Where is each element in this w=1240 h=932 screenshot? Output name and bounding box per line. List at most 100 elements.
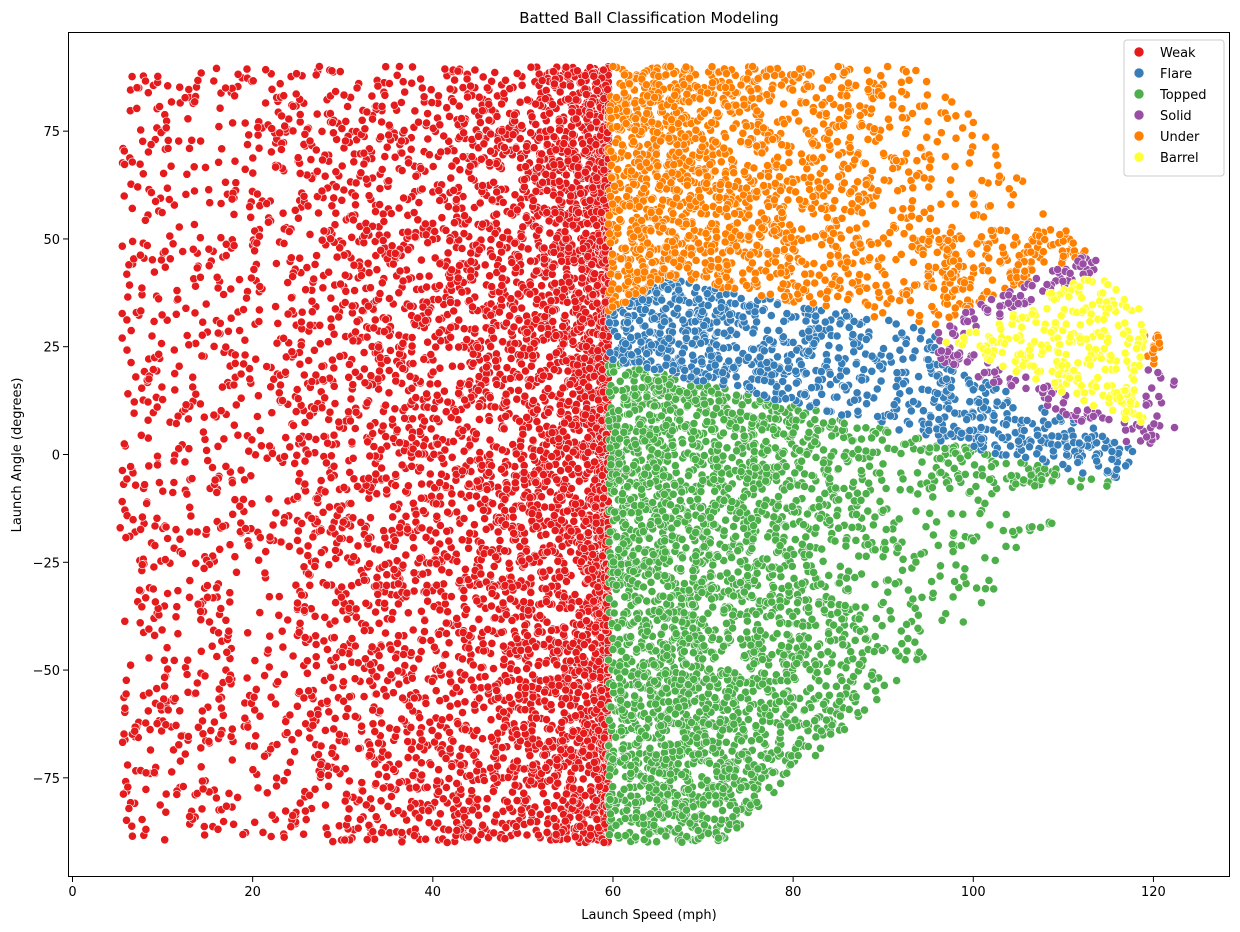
data-point-weak xyxy=(274,610,284,620)
data-point-weak xyxy=(521,162,530,172)
data-point-weak xyxy=(173,411,183,421)
data-point-weak xyxy=(175,82,185,92)
data-point-weak xyxy=(215,103,225,113)
data-point-weak xyxy=(117,333,127,343)
data-point-weak xyxy=(452,507,462,517)
data-point-weak xyxy=(553,556,563,566)
data-point-weak xyxy=(197,351,207,361)
data-point-weak xyxy=(403,737,413,746)
data-point-weak xyxy=(408,625,418,635)
data-point-weak xyxy=(399,193,408,203)
data-point-weak xyxy=(400,87,410,97)
data-point-weak xyxy=(365,676,375,686)
data-point-weak xyxy=(569,681,579,690)
data-point-weak xyxy=(532,405,542,415)
data-point-weak xyxy=(212,272,222,282)
data-point-weak xyxy=(144,688,154,698)
data-point-weak xyxy=(441,407,451,417)
data-point-weak xyxy=(531,478,541,487)
data-point-weak xyxy=(419,441,428,451)
data-point-weak xyxy=(418,636,428,645)
data-point-weak xyxy=(382,355,392,365)
data-point-weak xyxy=(283,615,293,625)
data-point-weak xyxy=(370,759,380,769)
data-point-weak xyxy=(272,773,281,783)
data-point-weak xyxy=(155,800,165,810)
data-point-weak xyxy=(578,652,588,662)
data-point-weak xyxy=(466,248,476,258)
data-point-weak xyxy=(431,686,441,696)
data-point-weak xyxy=(418,506,428,516)
data-point-weak xyxy=(416,758,426,768)
data-point-weak xyxy=(150,541,160,550)
data-point-weak xyxy=(562,506,572,516)
data-point-weak xyxy=(288,651,298,661)
data-point-weak xyxy=(271,508,281,518)
data-point-weak xyxy=(409,663,418,673)
data-point-weak xyxy=(505,594,515,604)
data-point-weak xyxy=(127,157,137,167)
data-point-weak xyxy=(516,350,526,360)
data-point-weak xyxy=(414,813,424,823)
data-point-weak xyxy=(446,173,456,183)
data-point-weak xyxy=(191,281,200,291)
data-point-weak xyxy=(548,100,557,109)
data-point-weak xyxy=(464,543,473,553)
data-point-weak xyxy=(180,93,190,103)
data-point-weak xyxy=(457,535,467,545)
data-point-weak xyxy=(522,141,531,151)
data-point-weak xyxy=(532,417,542,426)
data-point-weak xyxy=(316,476,326,485)
data-point-weak xyxy=(123,782,133,792)
data-point-weak xyxy=(452,556,462,566)
data-point-weak xyxy=(488,787,498,796)
data-point-weak xyxy=(400,413,409,423)
data-point-weak xyxy=(311,640,321,649)
data-point-weak xyxy=(286,293,296,303)
data-point-weak xyxy=(432,580,442,590)
data-point-weak xyxy=(197,706,207,716)
data-point-weak xyxy=(489,333,498,343)
data-point-weak xyxy=(117,497,127,506)
data-point-weak xyxy=(455,261,464,270)
data-point-weak xyxy=(181,400,191,410)
data-point-weak xyxy=(141,785,151,794)
data-point-weak xyxy=(371,689,381,699)
data-point-weak xyxy=(248,168,258,178)
data-point-weak xyxy=(351,612,361,622)
data-point-weak xyxy=(515,372,524,382)
data-point-weak xyxy=(295,469,305,478)
data-point-weak xyxy=(343,814,353,823)
data-point-weak xyxy=(169,478,179,487)
data-point-weak xyxy=(351,327,360,337)
data-point-weak xyxy=(524,381,533,391)
data-point-weak xyxy=(472,491,481,501)
data-point-weak xyxy=(196,136,205,146)
data-point-weak xyxy=(516,441,525,451)
data-point-weak xyxy=(288,126,298,136)
data-point-weak xyxy=(198,784,208,794)
data-point-weak xyxy=(301,285,310,295)
data-point-weak xyxy=(192,678,202,688)
data-point-weak xyxy=(486,715,496,725)
data-point-weak xyxy=(489,562,499,571)
data-point-weak xyxy=(381,432,391,441)
data-point-weak xyxy=(293,598,302,608)
data-point-weak xyxy=(169,345,179,355)
data-point-weak xyxy=(183,687,193,697)
data-point-weak xyxy=(230,552,240,562)
data-point-weak xyxy=(295,798,305,808)
data-point-weak xyxy=(432,511,442,521)
data-point-weak xyxy=(260,751,269,761)
data-point-weak xyxy=(163,589,172,598)
data-point-weak xyxy=(350,674,360,684)
data-point-weak xyxy=(386,644,396,654)
data-point-weak xyxy=(406,723,416,732)
data-point-weak xyxy=(309,345,319,355)
data-point-weak xyxy=(219,817,228,826)
data-point-weak xyxy=(188,372,198,382)
data-point-weak xyxy=(427,676,437,686)
data-point-weak xyxy=(308,532,318,542)
data-point-weak xyxy=(158,395,167,404)
data-point-weak xyxy=(455,378,465,388)
